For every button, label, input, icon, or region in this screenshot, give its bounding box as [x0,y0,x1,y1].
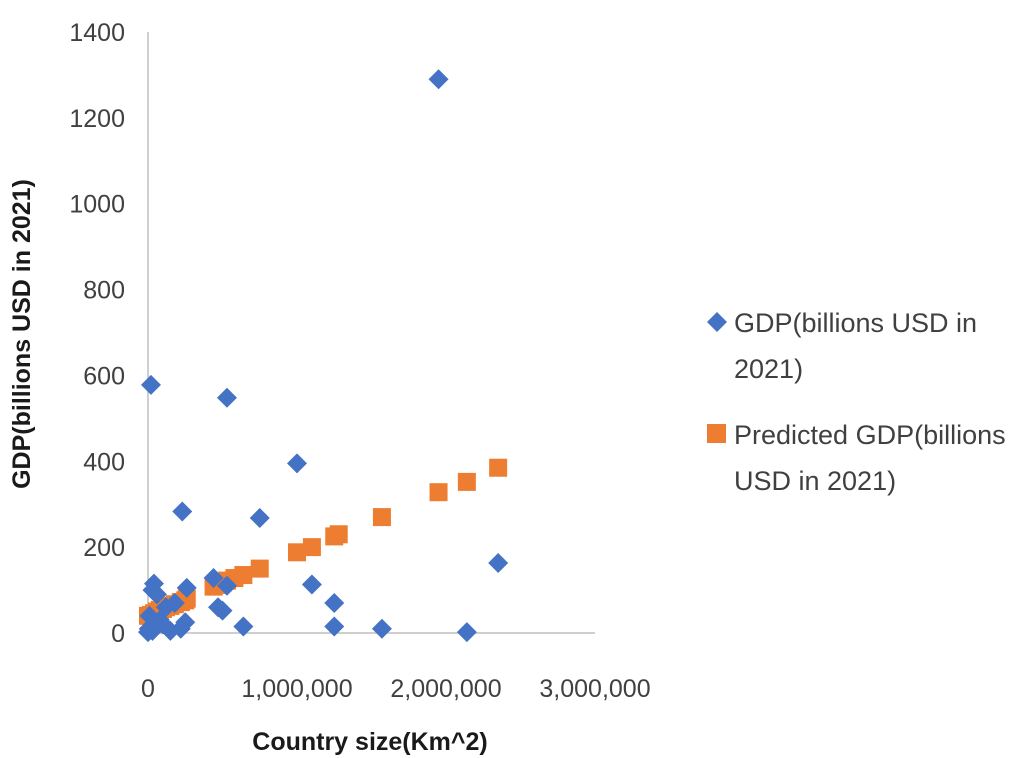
y-axis-title: GDP(billions USD in 2021) [8,179,36,489]
y-tick-labels: 0 200 400 600 800 1000 1200 1400 [69,19,125,648]
legend-label-line-2: USD in 2021) [734,466,896,496]
x-tick-label: 0 [141,675,155,703]
predicted-gdp-data-point [329,525,348,544]
gdp-data-point [488,553,509,574]
y-tick-label: 0 [111,620,125,648]
predicted-gdp-data-point [429,483,448,502]
gdp-data-point [324,592,345,613]
gdp-data-point [287,453,307,474]
predicted-gdp-data-point [457,472,476,491]
gdp-data-point [456,622,477,643]
gdp-data-point [172,501,193,522]
gdp-data-point [428,69,449,90]
legend-marker-diamond-icon [707,312,727,332]
predicted-gdp-data-point [302,538,321,557]
predicted-gdp-data-point [234,566,253,585]
legend-label-line-1: GDP(billions USD in [734,308,977,338]
y-tick-label: 400 [83,448,125,476]
gdp-data-point [371,618,392,639]
predicted-gdp-data-point [288,543,306,562]
gdp-data-point [216,575,237,596]
x-tick-label: 1,000,000 [241,675,352,703]
gdp-data-point [164,592,185,613]
gdp-data-point [140,374,161,395]
gdp-data-point [216,387,237,408]
gdp-data-point [324,616,345,637]
predicted-gdp-data-point [250,559,269,578]
y-tick-label: 600 [83,362,125,390]
x-axis-title: Country size(Km^2) [252,728,487,756]
y-tick-label: 1200 [69,105,125,133]
predicted-gdp-data-point [372,508,391,527]
x-tick-label: 2,000,000 [390,675,501,703]
x-tick-label: 3,000,000 [539,675,650,703]
legend-item-gdp: GDP(billions USD in 2021) [707,308,977,384]
gdp-data-point [301,574,322,595]
y-tick-label: 1400 [69,19,125,47]
gdp-data-point [203,568,224,589]
y-tick-label: 800 [83,277,125,305]
gdp-data-point [175,612,196,633]
legend-label-line-1: Predicted GDP(billions [734,420,1006,450]
predicted-gdp-data-point [489,458,508,477]
data-points [138,69,509,643]
gdp-data-point [249,507,270,528]
gdp-data-point [138,622,158,643]
gdp-data-point [212,600,233,621]
gdp-data-point [146,584,167,605]
legend-marker-square-icon [707,424,726,443]
gdp-data-point [233,616,254,637]
gdp-data-point [149,610,170,631]
gdp-data-point [176,577,197,598]
legend: GDP(billions USD in 2021) Predicted GDP(… [707,308,1006,496]
y-tick-label: 200 [83,534,125,562]
legend-item-predicted-gdp: Predicted GDP(billions USD in 2021) [707,420,1006,496]
y-tick-label: 1000 [69,191,125,219]
legend-label-line-2: 2021) [734,354,803,384]
x-tick-labels: 0 1,000,000 2,000,000 3,000,000 [141,675,651,703]
